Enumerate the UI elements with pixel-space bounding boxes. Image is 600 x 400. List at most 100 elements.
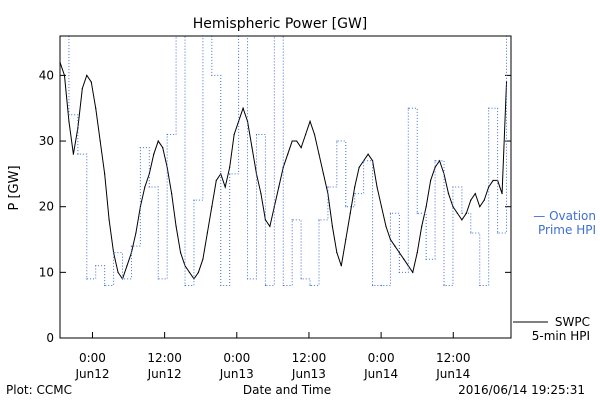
data-point <box>95 265 97 267</box>
data-point <box>246 120 249 122</box>
data-point <box>269 225 271 227</box>
legend-swpc-line1: SWPC <box>555 315 590 329</box>
data-point <box>68 114 70 116</box>
data-point <box>358 166 360 168</box>
data-point <box>291 219 293 221</box>
data-point <box>416 252 418 254</box>
data-point <box>371 284 374 287</box>
data-point <box>327 186 329 188</box>
x-tick-date-label: Jun14 <box>363 367 398 381</box>
data-point <box>354 192 356 195</box>
data-point <box>483 199 485 201</box>
data-point <box>394 245 396 247</box>
x-tick-date-label: Jun12 <box>74 367 109 381</box>
data-point <box>304 133 307 136</box>
y-axis-ticks: 0 10 20 30 40 <box>39 68 511 345</box>
data-point <box>501 192 503 195</box>
data-point <box>229 173 231 175</box>
data-point <box>318 219 320 221</box>
data-point <box>104 284 106 287</box>
data-point <box>331 225 333 227</box>
data-point <box>63 74 66 76</box>
data-point <box>282 284 284 287</box>
data-point <box>313 133 316 136</box>
data-point <box>162 147 164 149</box>
data-point <box>104 173 106 175</box>
data-point <box>211 206 213 208</box>
data-point <box>300 147 302 149</box>
data-point <box>300 278 302 280</box>
data-point <box>456 212 459 214</box>
data-point <box>403 258 405 260</box>
data-point <box>135 232 137 234</box>
data-point <box>188 271 191 273</box>
plot-frame <box>59 35 512 339</box>
data-point <box>371 160 374 162</box>
data-point <box>95 107 97 109</box>
data-point <box>296 140 298 142</box>
data-point <box>452 186 454 188</box>
series-layer <box>59 35 508 287</box>
x-tick-date-label: Jun12 <box>147 367 182 381</box>
data-point <box>278 186 280 188</box>
legend-swpc-line2: 5-min HPI <box>532 329 590 343</box>
data-point <box>465 212 467 214</box>
data-point <box>148 186 150 188</box>
data-point <box>376 186 378 188</box>
data-point <box>206 232 208 234</box>
y-axis-label: P [GW] <box>7 165 22 210</box>
data-point <box>77 127 79 129</box>
data-point <box>157 140 159 142</box>
x-tick-date-label: Jun13 <box>291 367 326 381</box>
data-point <box>349 212 351 214</box>
x-tick-time-label: 0:00 <box>79 351 106 365</box>
data-point <box>175 225 177 227</box>
y-tick-label: 10 <box>39 265 54 279</box>
data-point <box>193 199 195 201</box>
data-point <box>430 179 432 182</box>
x-tick-time-label: 0:00 <box>368 351 395 365</box>
legend-ovation-line1: — Ovation <box>533 209 596 223</box>
data-point <box>340 265 342 267</box>
data-point <box>126 265 128 267</box>
data-point <box>488 186 490 188</box>
data-point <box>412 271 414 273</box>
x-tick-date-label: Jun13 <box>219 367 254 381</box>
data-point <box>385 225 387 227</box>
data-point <box>421 225 423 227</box>
data-point <box>488 107 490 109</box>
data-point <box>251 147 253 149</box>
data-point <box>470 199 472 201</box>
data-point <box>112 252 115 254</box>
data-point <box>363 160 365 162</box>
data-point <box>255 133 258 136</box>
data-point <box>246 278 249 280</box>
data-point <box>179 252 182 254</box>
data-point <box>452 206 454 208</box>
data-point <box>264 284 267 287</box>
data-point <box>77 153 79 155</box>
data-point <box>380 206 383 208</box>
data-point <box>492 179 494 182</box>
data-point <box>479 284 481 287</box>
data-point <box>309 120 311 122</box>
data-point <box>354 186 356 188</box>
data-point <box>171 192 173 195</box>
data-point <box>264 219 267 221</box>
data-point <box>86 278 88 280</box>
data-point <box>130 245 133 247</box>
data-point <box>318 153 320 155</box>
data-point <box>461 219 463 221</box>
data-point <box>345 238 347 241</box>
plot-credit: Plot: CCMC <box>6 383 72 397</box>
data-point <box>99 140 101 142</box>
data-point <box>211 74 213 76</box>
legend-ovation-line2: Prime HPI <box>538 223 596 237</box>
data-point <box>233 133 235 136</box>
data-point <box>153 153 155 155</box>
data-point <box>139 147 141 149</box>
y-tick-label: 30 <box>39 134 54 148</box>
data-point <box>434 160 436 162</box>
data-point <box>166 133 168 136</box>
data-point <box>224 186 226 188</box>
